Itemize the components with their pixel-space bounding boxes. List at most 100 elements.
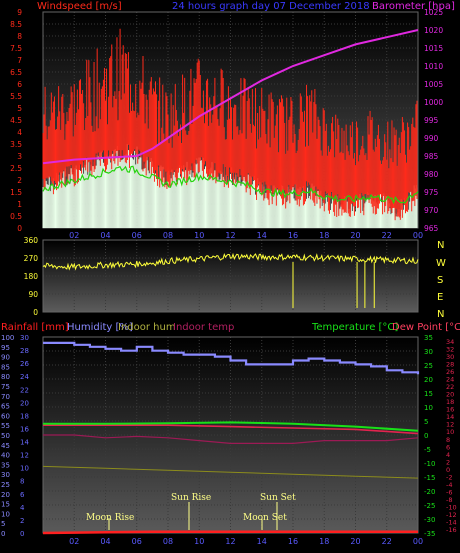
dewpoint-tick-label: 12 [446,421,454,429]
hour-tick-label: 16 [288,231,298,240]
humidity-tick-label: 25 [1,481,10,489]
wind-baro-series [42,29,419,205]
hour-tick-label-bottom: 22 [382,537,392,546]
humidity-title: Humidity [%] [67,322,133,333]
wind-tick-label: 2.5 [10,164,22,173]
hour-tick-label-bottom: 20 [350,537,360,546]
baro-tick-label: 1020 [424,26,443,35]
temperature-tick-label: 20 [424,376,433,384]
direction-letter-e: E [437,292,443,303]
dewpoint-tick-label: -16 [446,526,457,534]
rain-tick-label: 0 [20,530,24,538]
indoor-hum-line [42,465,419,479]
baro-tick-label: 1015 [424,44,443,53]
hour-tick-label-bottom: 18 [319,537,329,546]
moon-set-label: Moon Set [243,513,287,523]
direction-letter-n-top: N [437,240,444,251]
humidity-tick-label: 60 [1,412,10,420]
direction-panel-frame [42,239,419,313]
temperature-tick-label: 35 [424,334,433,342]
wind-tick-label: 0 [17,224,22,233]
rain-tick-label: 18 [20,412,29,420]
dewpoint-tick-label: -8 [446,496,452,504]
direction-letter-n-bottom: N [437,309,444,320]
baro-tick-label: 1005 [424,80,443,89]
direction-tick-label: 270 [24,254,39,263]
rain-tick-label: 24 [20,373,29,381]
hour-tick-label-bottom: 08 [163,537,173,546]
wind-tick-label: 3 [17,152,22,161]
wind-tick-label: 7 [17,56,22,65]
humidity-tick-label: 50 [1,432,10,440]
hour-tick-label-bottom: 12 [225,537,235,546]
temperature-title: Temperature [°C] [311,322,398,333]
humidity-tick-label: 30 [1,471,10,479]
humidity-tick-label: 65 [1,403,10,411]
temperature-tick-label: 0 [424,432,428,440]
wind-tick-label: 1.5 [10,188,22,197]
wind-tick-label: 5 [17,104,22,113]
direction-tick-label: 360 [24,236,39,245]
hour-tick-label: 22 [382,231,392,240]
dewpoint-tick-label: -6 [446,488,452,496]
humidity-tick-label: 55 [1,422,10,430]
rain-tick-label: 22 [20,386,29,394]
dewpoint-tick-label: 20 [446,391,454,399]
dewpoint-tick-label: 16 [446,406,454,414]
dewpoint-tick-label: -4 [446,481,452,489]
rain-tick-label: 4 [20,504,25,512]
axis-ticks: 0 0.5 1 1.5 2 2.5 3 3.5 4 4.5 5 5.5 6 6.5 7 7.5 8 8.5 9 965… [1,8,457,546]
dewpoint-tick-label: 34 [446,338,454,346]
dewpoint-tick-label: 28 [446,361,454,369]
humidity-tick-label: 20 [1,491,10,499]
temperature-tick-label: -5 [424,446,431,454]
indoor-temp-line [43,434,419,444]
temperature-tick-label: -30 [424,516,435,524]
temperature-tick-label: 30 [424,348,433,356]
temperature-tick-label: -35 [424,530,435,538]
humidity-tick-label: 40 [1,452,10,460]
rain-tick-label: 14 [20,439,29,447]
dewpoint-line [43,424,419,435]
wind-average-line [42,165,419,205]
humidity-tick-label: 15 [1,501,10,509]
hour-tick-label-bottom: 02 [69,537,79,546]
wind-tick-label: 4 [17,128,22,137]
dewpoint-tick-label: 22 [446,383,454,391]
direction-letter-w: W [436,258,446,269]
rain-tick-label: 6 [20,491,25,499]
hour-tick-label: 12 [225,231,235,240]
sun-rise-label: Sun Rise [171,493,211,503]
rain-tick-label: 8 [20,478,24,486]
wind-tick-label: 1 [17,200,22,209]
baro-tick-label: 985 [424,152,439,161]
dewpoint-tick-label: 10 [446,428,454,436]
humidity-tick-label: 45 [1,442,10,450]
barometer-title: Barometer [hpa] [372,1,455,12]
humidity-tick-label: 80 [1,373,10,381]
barometer-line [42,29,419,165]
dewpoint-tick-label: 18 [446,398,454,406]
humidity-tick-label: 10 [1,510,10,518]
direction-tick-label: 180 [24,272,39,281]
dewpoint-tick-label: 26 [446,368,454,376]
temperature-tick-label: -10 [424,460,435,468]
temperature-panel-grid [42,336,419,534]
baro-tick-label: 970 [424,206,439,215]
baro-tick-label: 1010 [424,62,443,71]
dewpoint-title: Dew Point [°C] [392,322,460,333]
wind-tick-label: 2 [17,176,22,185]
humidity-tick-label: 90 [1,354,10,362]
direction-tick-label: 0 [33,308,38,317]
hour-tick-label: 08 [163,231,173,240]
wind-tick-label: 4.5 [10,116,22,125]
dewpoint-tick-label: 30 [446,353,454,361]
temperature-tick-label: 15 [424,390,433,398]
indoor-temp-title: Indoor temp [173,322,234,333]
baro-tick-label: 975 [424,188,439,197]
hour-tick-label: 14 [257,231,267,240]
hour-tick-label: 18 [319,231,329,240]
rainfall-line [42,530,418,535]
hour-tick-label: 04 [100,231,110,240]
humidity-tick-label: 0 [1,530,5,538]
